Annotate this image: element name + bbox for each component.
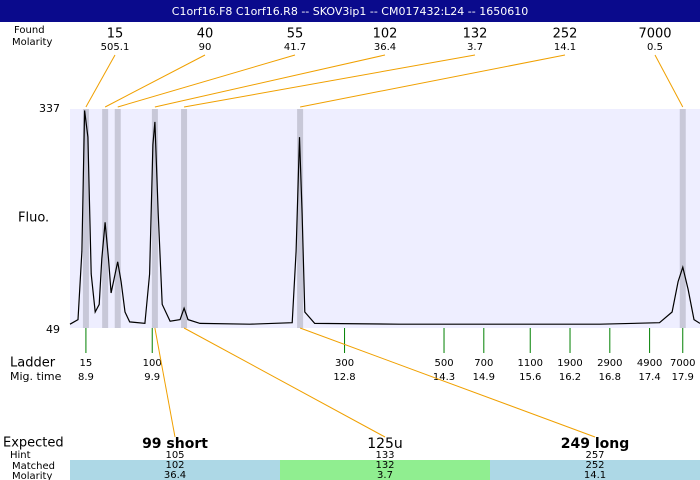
expected-name: 249 long <box>561 436 630 452</box>
expected-molarity: 36.4 <box>164 470 186 480</box>
expected-label: Expected <box>3 436 64 451</box>
molarity-bottom-label: Molarity <box>12 471 52 480</box>
expected-hint: 133 <box>375 450 394 461</box>
peak-band <box>102 109 109 328</box>
ladder-time: 17.9 <box>672 372 694 383</box>
peak-band <box>82 109 89 328</box>
peak-molarity: 0.5 <box>647 42 663 53</box>
ladder-time: 9.9 <box>144 372 160 383</box>
peak-size: 132 <box>463 27 488 42</box>
peak-connector <box>117 54 296 108</box>
expected-matched: 252 <box>585 460 604 471</box>
y-tick-label: 49 <box>46 323 60 336</box>
header-bar <box>0 0 700 22</box>
peak-size: 15 <box>107 27 124 42</box>
peak-connector <box>300 54 566 108</box>
peak-size: 102 <box>373 27 398 42</box>
peak-molarity: 90 <box>199 42 212 53</box>
ladder-size: 500 <box>434 358 453 369</box>
trace <box>69 110 700 325</box>
ladder-time: 14.3 <box>433 372 455 383</box>
expected-molarity: 14.1 <box>584 470 606 480</box>
expected-connector <box>183 327 386 438</box>
found-label: Found <box>14 25 45 36</box>
expected-hint: 257 <box>585 450 604 461</box>
ladder-time: 14.9 <box>473 372 495 383</box>
ladder-time: 15.6 <box>519 372 541 383</box>
ladder-size: 300 <box>335 358 354 369</box>
peak-band <box>151 109 158 328</box>
peak-connector <box>654 54 684 108</box>
peak-molarity: 505.1 <box>101 42 130 53</box>
peak-band <box>181 109 188 328</box>
expected-molarity: 3.7 <box>377 470 393 480</box>
peak-molarity: 41.7 <box>284 42 306 53</box>
ladder-time: 16.8 <box>599 372 621 383</box>
y-tick-label: 337 <box>39 102 60 115</box>
expected-connector <box>154 327 176 438</box>
peak-connector <box>183 54 476 108</box>
ladder-time: 8.9 <box>78 372 94 383</box>
peak-molarity: 36.4 <box>374 42 396 53</box>
ladder-time: 17.4 <box>638 372 660 383</box>
plot-area <box>70 109 700 328</box>
peak-connector <box>104 54 206 108</box>
matched-cell <box>70 460 280 480</box>
expected-hint: 105 <box>165 450 184 461</box>
peak-connector <box>154 54 386 108</box>
peak-band <box>114 109 121 328</box>
peak-band <box>679 109 686 328</box>
ladder-size: 2900 <box>597 358 622 369</box>
ladder-time: 12.8 <box>333 372 355 383</box>
expected-name: 99 short <box>142 436 208 452</box>
expected-name: 125u <box>367 436 403 452</box>
peak-molarity: 3.7 <box>467 42 483 53</box>
ladder-size: 1900 <box>557 358 582 369</box>
peak-molarity: 14.1 <box>554 42 576 53</box>
molarity-label: Molarity <box>12 37 52 48</box>
peak-connector <box>85 54 116 108</box>
peak-band <box>297 109 304 328</box>
ladder-size: 100 <box>143 358 162 369</box>
ladder-size: 1100 <box>518 358 543 369</box>
expected-connector <box>299 327 596 438</box>
ladder-size: 700 <box>474 358 493 369</box>
matched-cell <box>490 460 700 480</box>
ladder-time: 16.2 <box>559 372 581 383</box>
ladder-size: 7000 <box>670 358 695 369</box>
ladder-size: 4900 <box>637 358 662 369</box>
peak-size: 7000 <box>638 27 671 42</box>
ladder-size: 15 <box>80 358 93 369</box>
mig-time-label: Mig. time <box>10 370 62 383</box>
hint-label: Hint <box>10 450 31 461</box>
matched-label: Matched <box>12 461 55 472</box>
peak-size: 252 <box>553 27 578 42</box>
fluo-label: Fluo. <box>18 211 49 226</box>
expected-matched: 102 <box>165 460 184 471</box>
expected-matched: 132 <box>375 460 394 471</box>
ladder-label: Ladder <box>10 356 56 371</box>
peak-size: 55 <box>287 27 304 42</box>
header-title: C1orf16.F8 C1orf16.R8 -- SKOV3ip1 -- CM0… <box>172 5 528 18</box>
matched-cell <box>280 460 490 480</box>
peak-size: 40 <box>197 27 214 42</box>
